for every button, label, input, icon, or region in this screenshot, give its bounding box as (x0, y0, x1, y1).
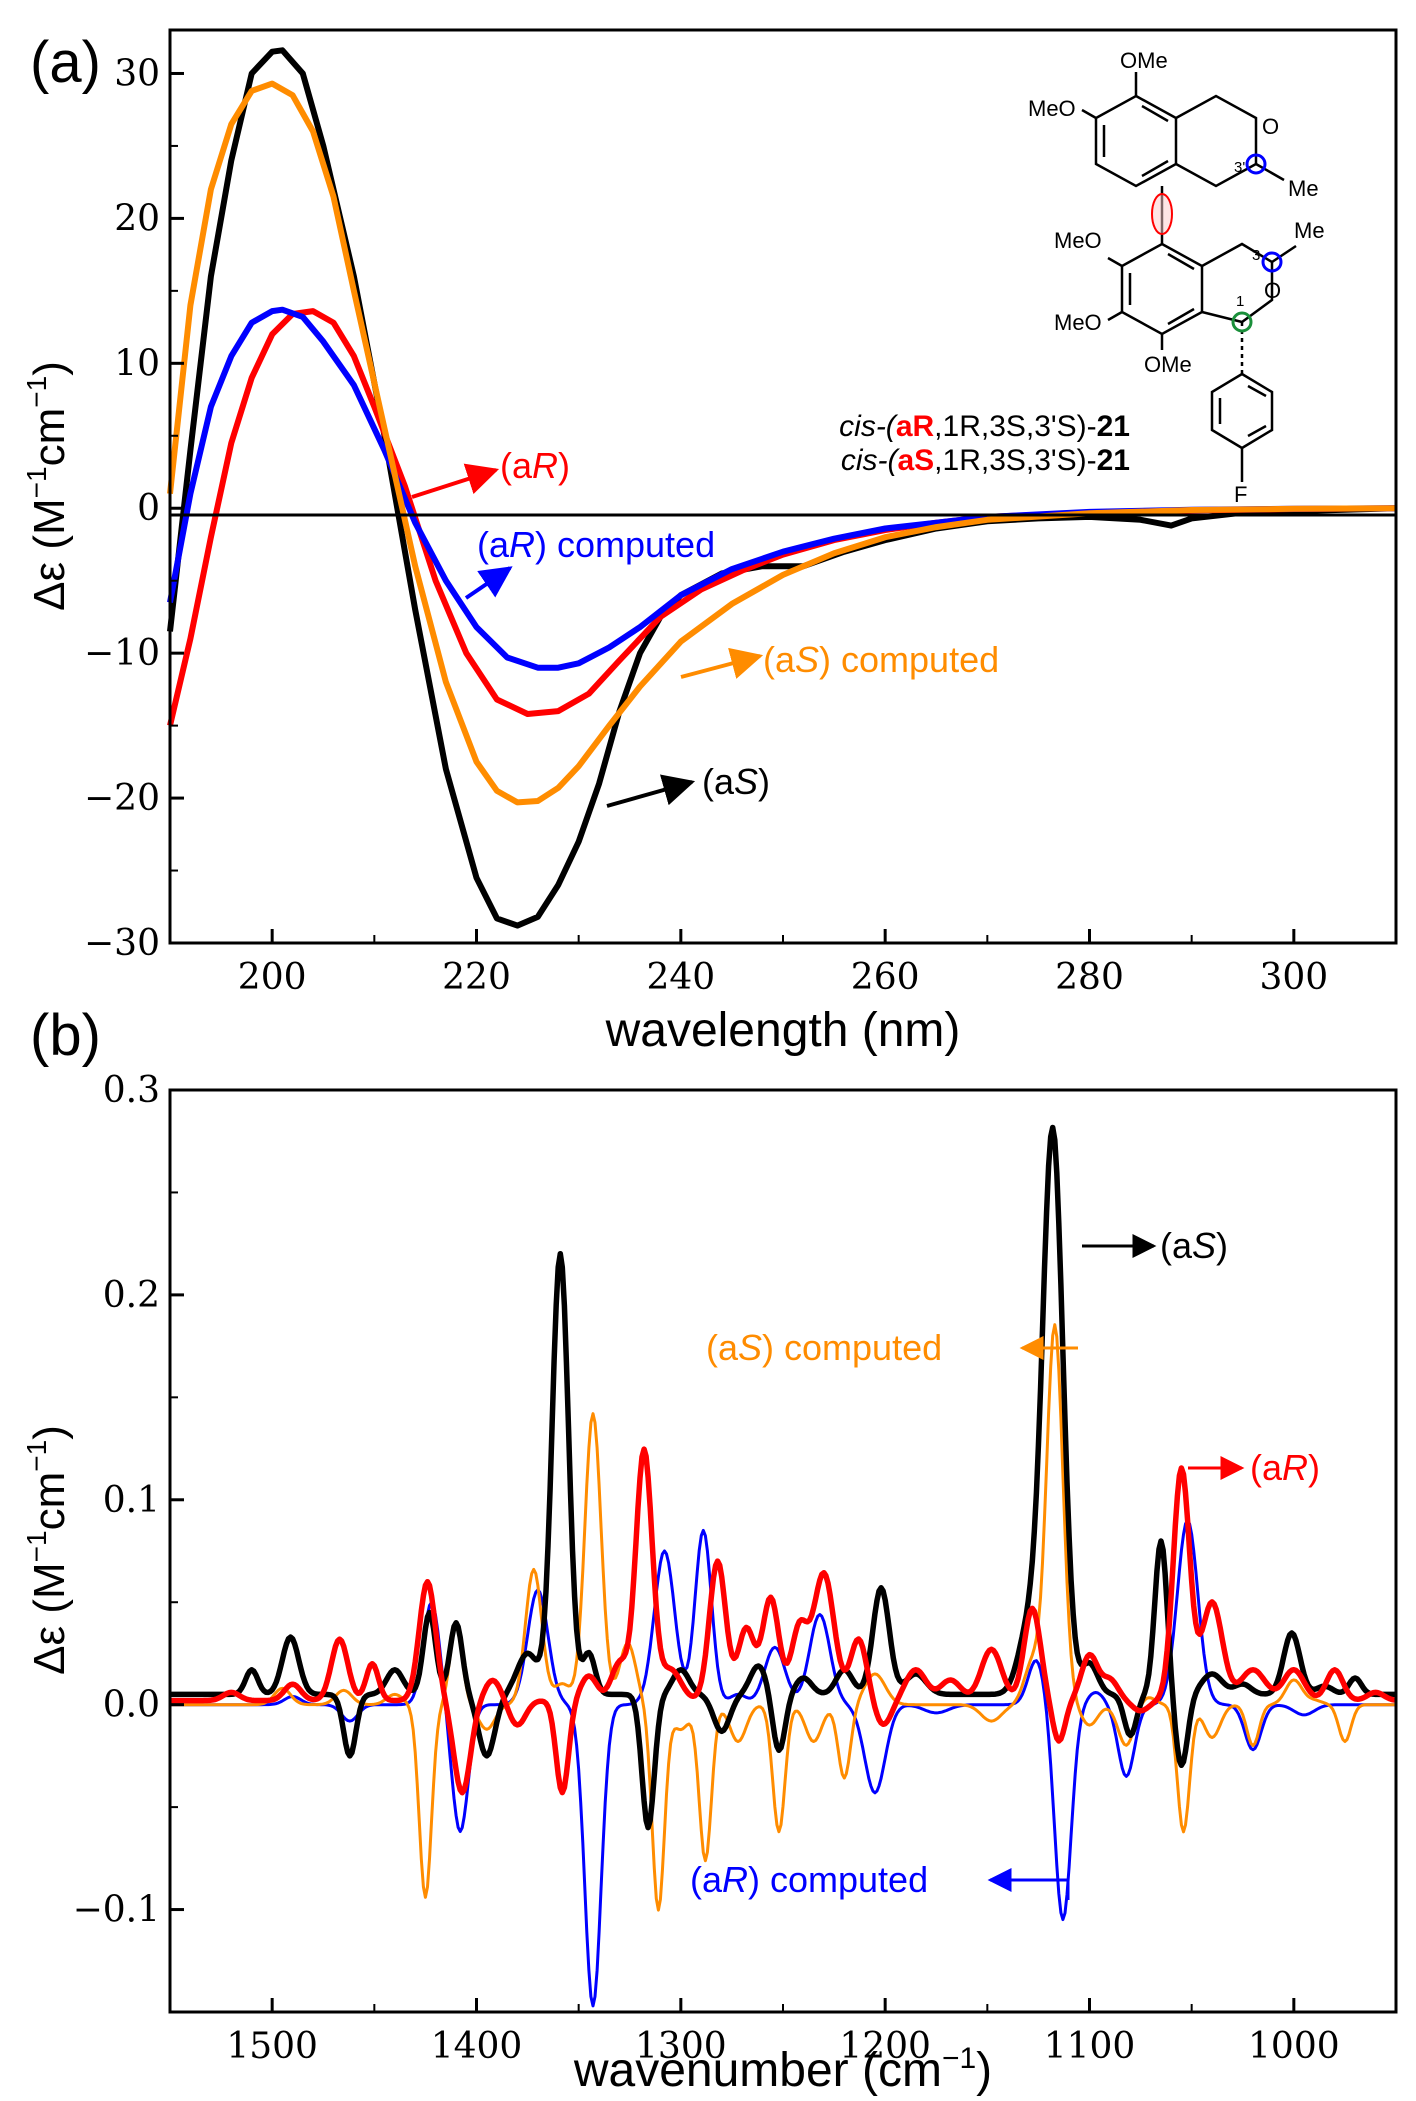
panel-a-y-tick-label: 20 (114, 198, 160, 239)
panel-b-y-tick-label: 0.2 (103, 1275, 160, 1316)
panel-a-x-tick-label: 240 (646, 957, 715, 998)
panel-b-annotation-aR: (aR) (1250, 1447, 1320, 1488)
panel-a-y-tick-labels: −30 −20 −10 0 10 20 30 (84, 53, 160, 964)
panel-b-series-line-1 (169, 1446, 1397, 1796)
panel-b-y-tick-labels: −0.1 0.0 0.1 0.2 0.3 (73, 1070, 160, 1931)
upper-benzene-ring (1094, 94, 1178, 188)
panel-b-annotation-aS: (aS) (1160, 1225, 1228, 1266)
panel-a-x-tick-label: 260 (851, 957, 920, 998)
panel-a-x-tick-labels: 200 220 240 260 280 300 (238, 957, 1328, 998)
panel-a-x-tick-label: 220 (442, 957, 511, 998)
meo-lower-1: MeO (1054, 228, 1102, 253)
panel-a-y-tick-label: −10 (84, 633, 160, 674)
oxygen-lower: O (1264, 278, 1281, 303)
panel-b-y-tick-label: 0.1 (103, 1480, 160, 1521)
panel-b-x-axis-label: wavenumber (cm−1) (573, 2042, 992, 2097)
panel-a-chart: (a) 200 220 240 260 280 300 −30−20−100102030 … (21, 28, 1398, 1057)
panel-a-arrow-aS-computed (680, 647, 764, 679)
panel-a-x-tick-label: 200 (238, 957, 307, 998)
panel-b-x-tick-labels: 1500 1400 1300 1200 1100 1000 (226, 2026, 1339, 2067)
compound-label-aR: cis-(aR,1R,3S,3'S)-21 (839, 410, 1130, 443)
panel-a-x-tick-label: 300 (1259, 957, 1328, 998)
fluorophenyl-inner-bonds (1218, 384, 1267, 438)
panel-b-series-line-3 (170, 1323, 1396, 1912)
methyl-upper: Me (1288, 176, 1319, 201)
panel-a-annotation-aR-computed: (aR) computed (477, 524, 715, 565)
panel-a-x-axis-label: wavelength (nm) (605, 1004, 961, 1057)
locant-1: 1 (1236, 293, 1244, 310)
panel-b-y-tick-label: −0.1 (73, 1890, 160, 1931)
panel-b-x-tick-label: 1300 (635, 2026, 727, 2067)
panel-a-series-line-3 (167, 80, 1397, 806)
panel-a-label: (a) (30, 30, 101, 95)
panel-a-series-line-2 (167, 306, 1397, 671)
panel-a-y-tick-label: 0 (137, 488, 160, 529)
panel-a-plot-frame (168, 28, 1398, 945)
panel-b-y-axis-label: Δε (M−1cm−1) (21, 1425, 74, 1675)
locant-3prime: 3' (1234, 159, 1245, 176)
compound-label-aS: cis-(aS,1R,3S,3'S)-21 (841, 444, 1130, 477)
ome-bottom: OMe (1144, 352, 1192, 377)
panel-b-series (169, 1124, 1397, 2008)
stereocenter-1-marker (1231, 311, 1253, 333)
panel-b-annotation-aR-computed: (aR) computed (690, 1859, 928, 1900)
panel-a-annotation-aS: (aS) (702, 761, 770, 802)
panel-a-y-tick-label: 30 (114, 53, 160, 94)
panel-a-y-axis-label: Δε (M−1cm−1) (21, 361, 74, 611)
methoxy-bonds (1081, 72, 1164, 350)
upper-benzene-inner-bonds (1102, 104, 1169, 178)
panel-b-series-line-2 (170, 1518, 1396, 2008)
panel-b-y-tick-label: 0.3 (103, 1070, 160, 1111)
lower-pyran-ring (1201, 242, 1274, 324)
panel-b-label: (b) (30, 1003, 101, 1068)
panel-b-x-tick-label: 1000 (1248, 2026, 1340, 2067)
axis-highlight (1151, 193, 1173, 235)
panel-b-annotation-aS-computed: (aS) computed (706, 1327, 942, 1368)
meo-upper: MeO (1028, 96, 1076, 121)
panel-b-x-tick-label: 1400 (431, 2026, 523, 2067)
panel-a-series-line-0 (167, 47, 1397, 929)
panel-b-x-tick-label: 1500 (226, 2026, 318, 2067)
oxygen-upper: O (1262, 114, 1279, 139)
panel-a-series (167, 47, 1397, 929)
methyl-lower: Me (1294, 218, 1325, 243)
panel-a-y-tick-label: −30 (84, 923, 160, 964)
meo-lower-2: MeO (1054, 310, 1102, 335)
panel-a-annotation-aS-computed: (aS) computed (763, 639, 999, 680)
panel-b-ticks (169, 1088, 1397, 2013)
stereocenter-3-marker (1261, 251, 1283, 273)
upper-pyran-ring (1175, 94, 1258, 188)
stereocenter-3prime-marker (1245, 153, 1267, 175)
lower-benzene-ring (1120, 242, 1204, 336)
panel-a-arrow-aS (606, 774, 696, 808)
panel-a-y-tick-label: −20 (84, 778, 160, 819)
lower-benzene-inner-bonds (1128, 252, 1195, 326)
fluorine-label: F (1234, 482, 1247, 507)
panel-a-annotation-aR: (aR) (500, 445, 570, 486)
panel-a-y-tick-label: 10 (114, 343, 160, 384)
locant-3: 3 (1252, 247, 1260, 264)
panel-b-chart: (b) 1500 1400 1300 1200 1100 1000 −0.1 0.0 0.1 0… (21, 1003, 1398, 2097)
methyl-bonds (1255, 162, 1297, 264)
ome-top: OMe (1120, 48, 1168, 73)
panel-b-x-tick-label: 1100 (1044, 2026, 1136, 2067)
panel-b-series-line-0 (169, 1124, 1397, 1831)
panel-a-ticks (169, 71, 1397, 945)
panel-b-x-tick-label: 1200 (839, 2026, 931, 2067)
structure-labels: OMe MeO MeO MeO OMe O O Me Me F 3 3' 1 (1028, 48, 1325, 507)
chemical-structure (1081, 72, 1297, 482)
panel-a-x-tick-label: 280 (1055, 957, 1124, 998)
panel-b-y-tick-label: 0.0 (103, 1685, 160, 1726)
panel-a-arrow-aR-computed (464, 566, 513, 600)
panel-a-arrow-aR (411, 463, 500, 499)
